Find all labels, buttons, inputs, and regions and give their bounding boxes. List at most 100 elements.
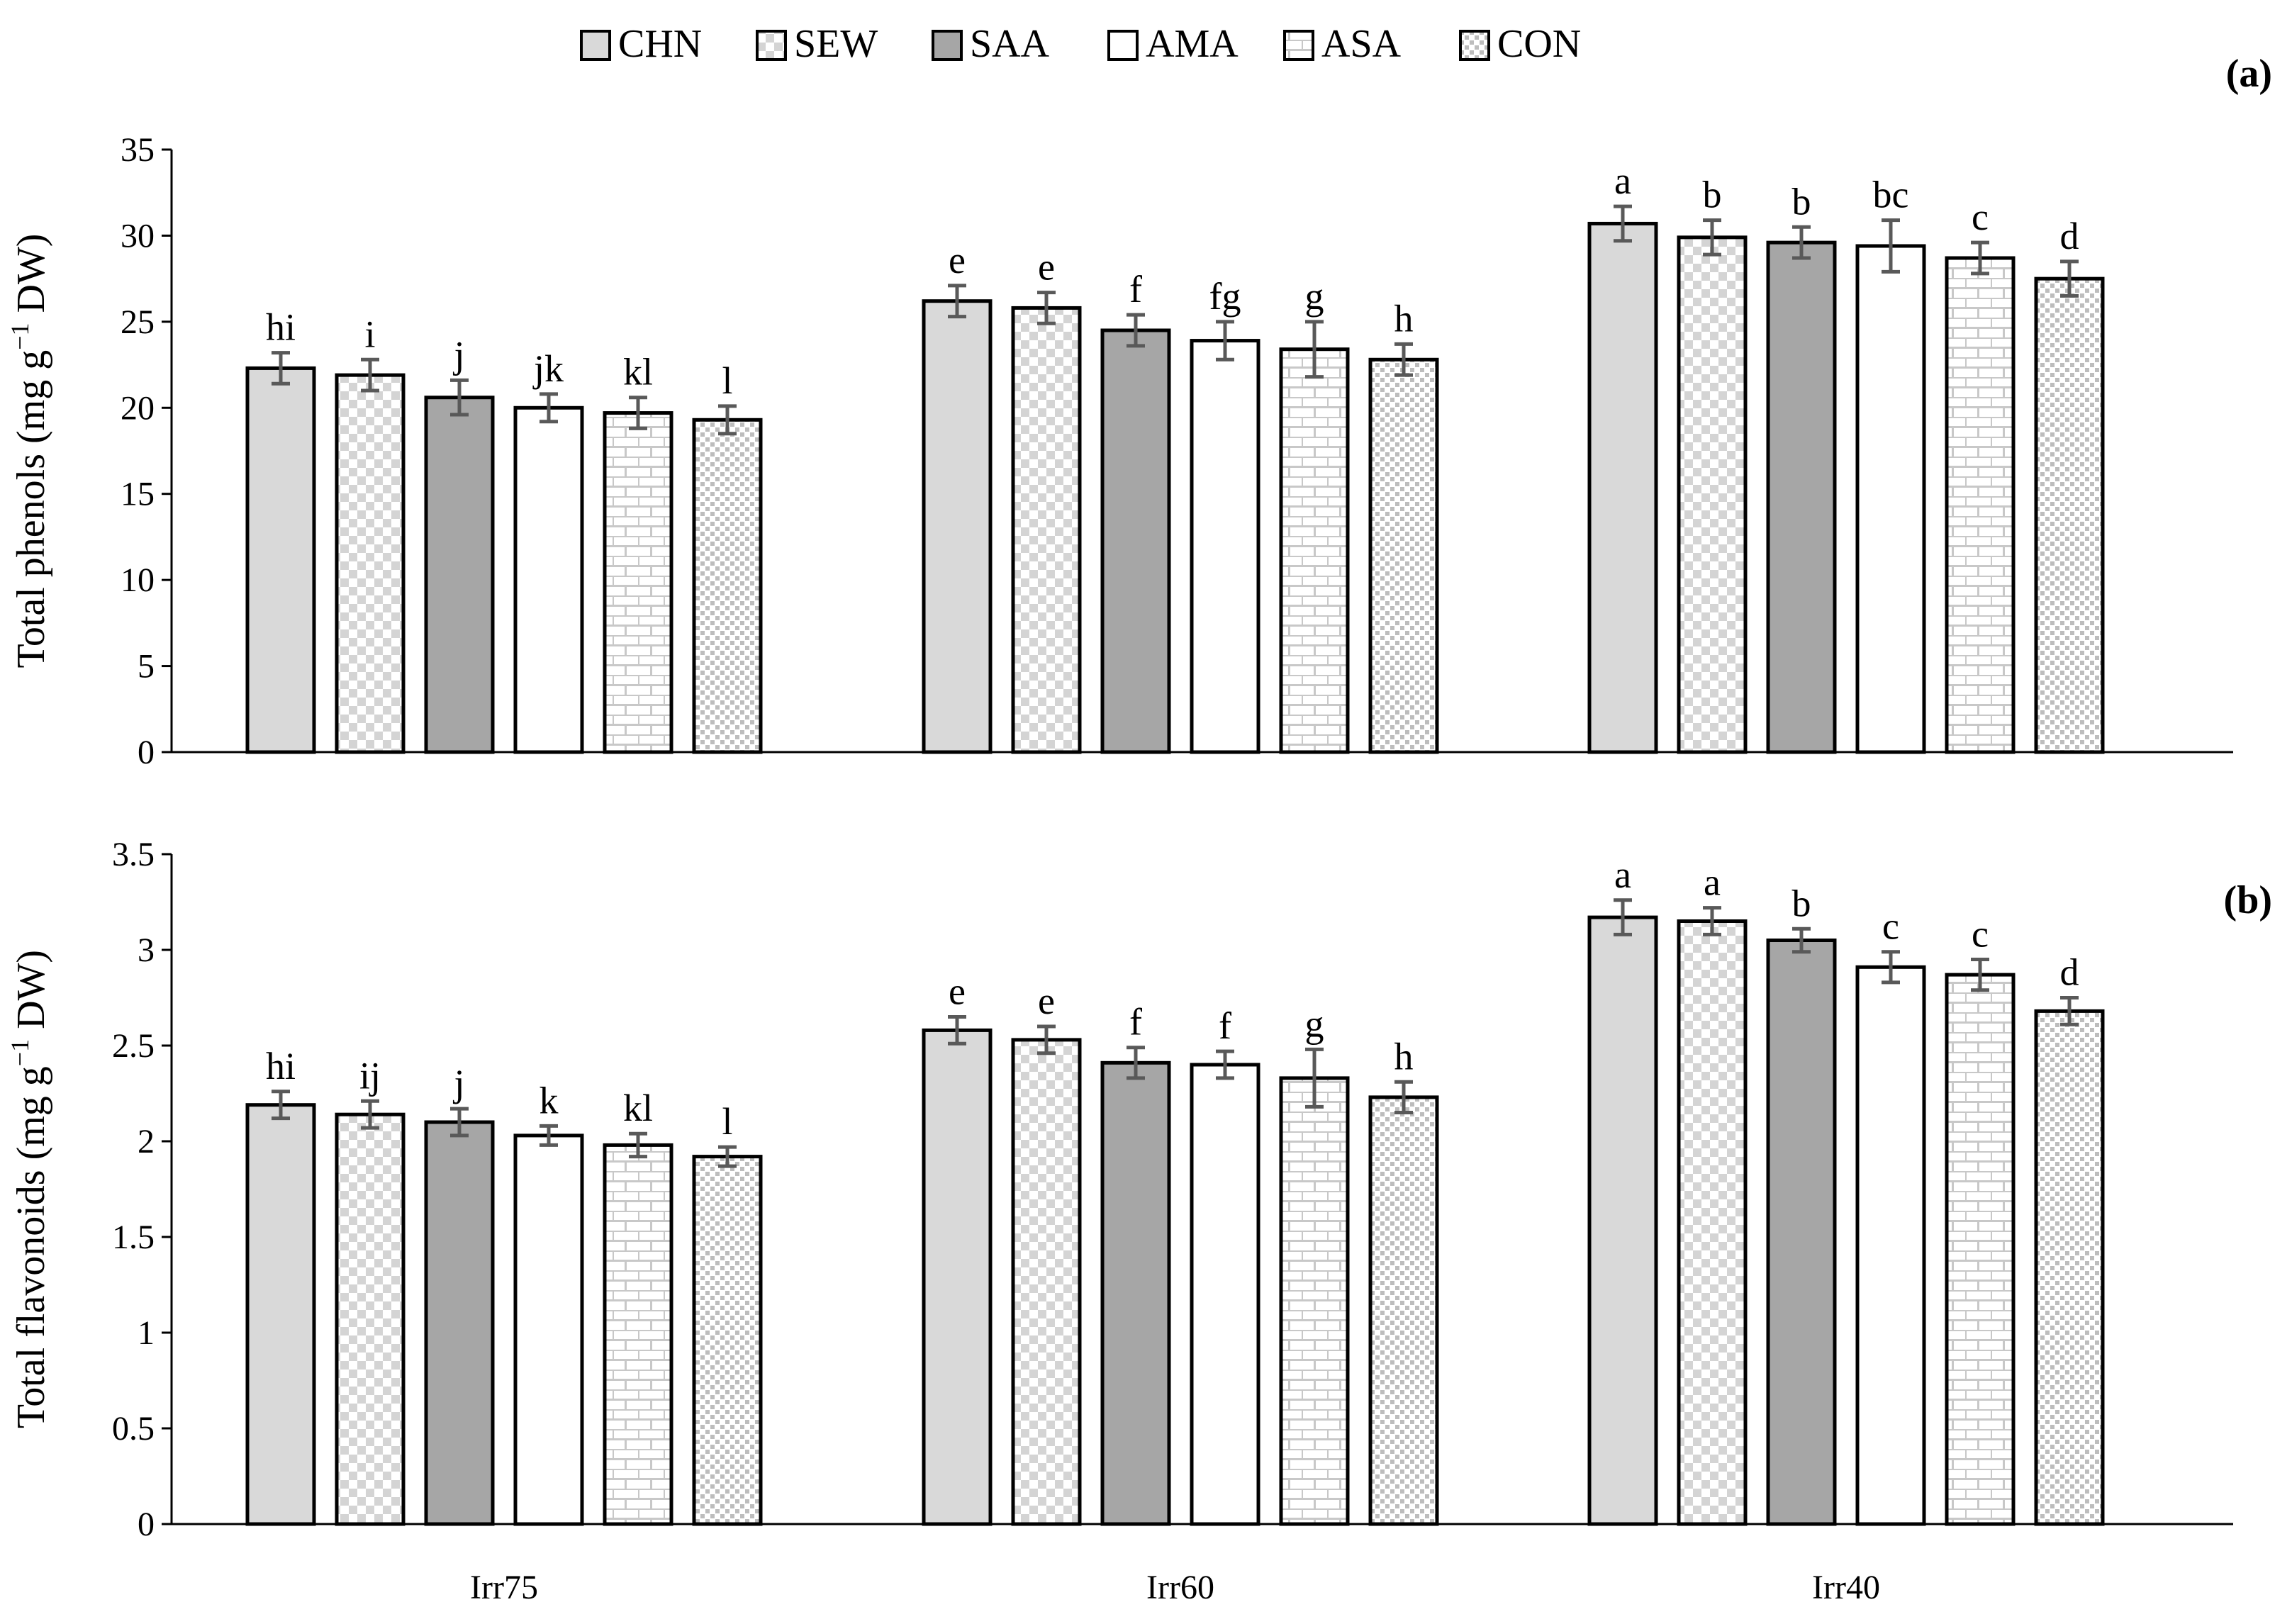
panel-a-sig-letter-irr40-saa: b [1792, 180, 1811, 223]
panel-a-y-tick-label: 20 [121, 389, 155, 427]
legend: CHN SEW SAA AMA ASA CON [580, 22, 1581, 66]
legend-label-sew: SEW [794, 22, 878, 66]
panel-b-y-tick-label: 1.5 [112, 1219, 155, 1256]
panel-a-sig-letter-irr40-chn: a [1614, 159, 1631, 202]
legend-swatch-sew [756, 30, 787, 61]
panel-b-sig-letter-irr60-sew: e [1038, 980, 1055, 1022]
panel-b-sig-letter-irr60-saa: f [1129, 1001, 1142, 1043]
panel-b-bar-irr60-saa [1100, 1060, 1171, 1526]
panel-b-bar-irr40-ama [1855, 965, 1926, 1526]
panel-a-bar-irr40-saa [1766, 240, 1837, 754]
legend-swatch-asa [1283, 30, 1314, 61]
panel-a-bar-irr75-con [692, 418, 763, 754]
panel-a-bar-irr60-con [1368, 357, 1439, 754]
panel-a-sig-letter-irr40-con: d [2060, 215, 2079, 257]
panel-b-sig-letter-irr40-ama: c [1882, 905, 1899, 948]
legend-label-chn: CHN [618, 22, 702, 66]
panel-b-sig-letter-irr40-chn: a [1614, 853, 1631, 896]
panel-a-bar-irr75-saa [424, 396, 495, 754]
panel-b-bar-irr75-chn [245, 1103, 316, 1526]
panel-a-bar-irr40-chn [1587, 221, 1658, 754]
panel-a-bar-irr60-asa [1279, 347, 1350, 754]
panel-a-label: (a) [2226, 52, 2272, 96]
panel-b-y-tick-label: 2.5 [112, 1027, 155, 1065]
panel-b-bar-irr60-sew [1011, 1038, 1082, 1526]
legend-label-ama: AMA [1146, 22, 1239, 66]
panel-a-bar-irr60-ama [1190, 339, 1260, 754]
panel-a-bar-irr40-sew [1677, 235, 1748, 754]
panel-b-sig-letter-irr40-saa: b [1792, 882, 1811, 924]
x-category-label-irr75: Irr75 [470, 1569, 538, 1606]
panel-b-sig-letter-irr40-con: d [2060, 951, 2079, 994]
panel-b-bar-irr40-saa [1766, 939, 1837, 1526]
panel-a-bar-irr60-sew [1011, 306, 1082, 754]
panel-b-sig-letter-irr60-chn: e [949, 970, 966, 1013]
x-category-label-irr40: Irr40 [1812, 1569, 1880, 1606]
panel-a-bar-irr40-con [2034, 276, 2105, 754]
panel-a-y-tick-label: 25 [121, 303, 155, 341]
panel-a-sig-letter-irr75-asa: kl [623, 351, 653, 393]
panel-a-y-tick-label: 35 [121, 131, 155, 169]
panel-b-bar-irr75-sew [335, 1112, 406, 1526]
panel-a-sig-letter-irr40-asa: c [1972, 196, 1989, 238]
panel-a-bar-irr40-ama [1855, 244, 1926, 754]
panel-b-y-tick-label: 3.5 [112, 836, 155, 873]
legend-swatch-ama [1107, 30, 1139, 61]
panel-b-y-tick-label: 3 [138, 931, 155, 969]
panel-b-y-tick-label: 2 [138, 1123, 155, 1160]
panel-b-bar-irr75-saa [424, 1120, 495, 1526]
panel-b-sig-letter-irr75-sew: ij [359, 1054, 381, 1097]
panel-a-y-tick-label: 5 [138, 648, 155, 685]
panel-b-y-tick-label: 1 [138, 1314, 155, 1352]
panel-a-sig-letter-irr75-con: l [722, 359, 732, 402]
panel-b-sig-letter-irr60-con: h [1394, 1035, 1414, 1077]
panel-b-sig-letter-irr75-ama: k [540, 1079, 559, 1121]
panel-b-bar-irr60-con [1368, 1095, 1439, 1526]
panel-a-sig-letter-irr75-chn: hi [266, 306, 296, 349]
panel-b-label: (b) [2224, 878, 2272, 922]
panel-a-sig-letter-irr75-sew: i [364, 313, 375, 355]
x-category-label-irr60: Irr60 [1146, 1569, 1214, 1606]
panel-a-sig-letter-irr40-ama: bc [1873, 174, 1909, 216]
panel-a-sig-letter-irr60-ama: fg [1209, 275, 1241, 318]
panel-a-bar-irr75-sew [335, 373, 406, 754]
panel-a-y-tick-label: 30 [121, 217, 155, 254]
panel-a-y-axis-title: Total phenols (mg g−1 DW) [6, 234, 53, 668]
panel-a-y-tick-label: 0 [138, 734, 155, 771]
panel-a-bar-irr60-saa [1100, 328, 1171, 754]
panel-a-sig-letter-irr75-ama: jk [532, 347, 564, 390]
panel-b-bar-irr40-chn [1587, 915, 1658, 1526]
panel-a-sig-letter-irr75-saa: j [452, 333, 464, 376]
panel-b-sig-letter-irr60-ama: f [1219, 1004, 1231, 1047]
panel-b-sig-letter-irr75-chn: hi [266, 1045, 296, 1087]
panel-a-bar-irr75-chn [245, 366, 316, 754]
panel-b-bar-irr60-chn [922, 1028, 993, 1526]
panel-b-sig-letter-irr75-asa: kl [623, 1087, 653, 1129]
panel-a-sig-letter-irr60-saa: f [1129, 268, 1142, 310]
panel-a-sig-letter-irr60-chn: e [949, 239, 966, 281]
panel-a-sig-letter-irr40-sew: b [1703, 174, 1722, 216]
panel-b-bar-irr40-sew [1677, 919, 1748, 1526]
legend-label-saa: SAA [970, 22, 1050, 66]
panel-b-bar-irr40-con [2034, 1009, 2105, 1526]
legend-swatch-chn [580, 30, 611, 61]
panel-a-y-tick-label: 15 [121, 476, 155, 513]
panel-b-y-axis-title: Total flavonoids (mg g−1 DW) [6, 950, 53, 1428]
panel-b-bar-irr75-ama [513, 1133, 584, 1526]
panel-a-bar-irr60-chn [922, 299, 993, 754]
panel-b-y-tick-label: 0.5 [112, 1410, 155, 1447]
panel-b-sig-letter-irr75-con: l [722, 1100, 732, 1143]
panel-b-total-flavonoids: 0 0.5 1 1.5 2 2.5 3 3.5 Total flavonoids (mg g−1… [6, 836, 2233, 1606]
legend-label-asa: ASA [1321, 22, 1402, 66]
legend-swatch-con [1459, 30, 1490, 61]
panel-a-bar-irr40-asa [1945, 256, 2016, 754]
panel-b-y-tick-label: 0 [138, 1506, 155, 1543]
panel-b-sig-letter-irr40-sew: a [1704, 861, 1721, 904]
panel-a-bar-irr75-ama [513, 405, 584, 754]
legend-label-con: CON [1497, 22, 1581, 66]
panel-a-sig-letter-irr60-asa: g [1305, 275, 1324, 318]
panel-b-bar-irr75-asa [603, 1143, 673, 1526]
panel-a-total-phenols: 0 5 10 15 20 25 30 35 Total phenols (mg g−1 DW) h… [6, 131, 2233, 771]
panel-a-bar-irr75-asa [603, 411, 673, 754]
